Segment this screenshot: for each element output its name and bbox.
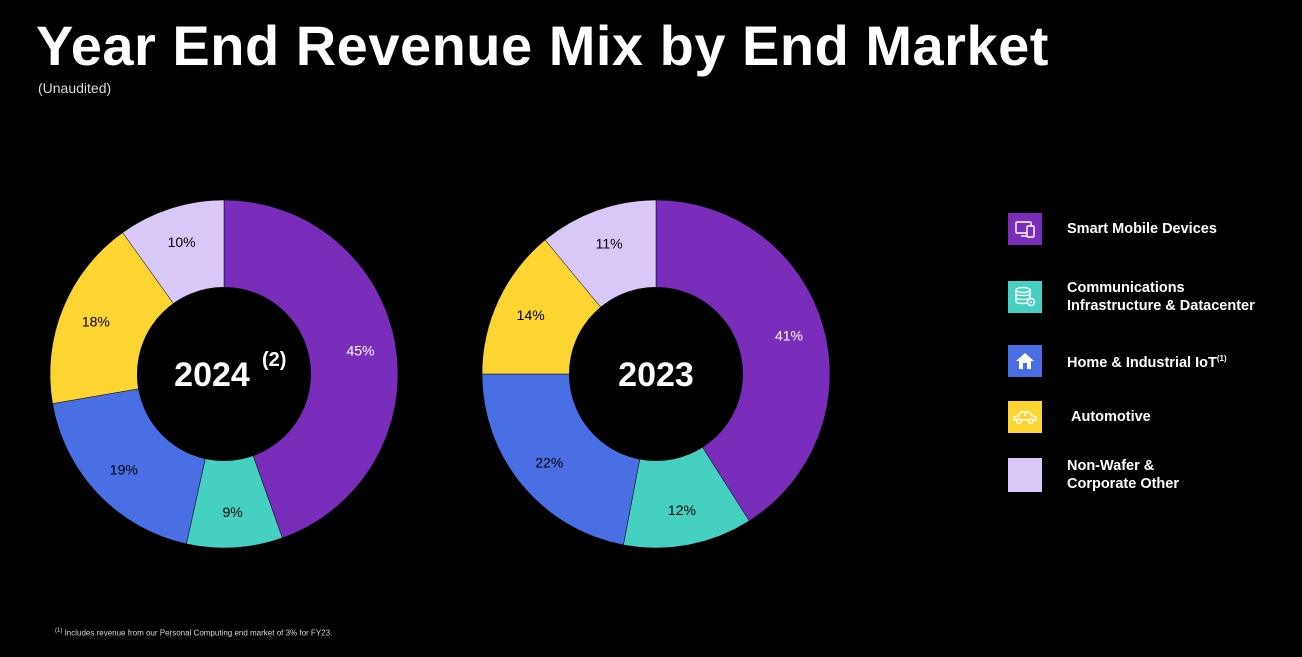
slice-label-comms-datacenter: 12% bbox=[668, 502, 696, 518]
slice-label-home-iot: 22% bbox=[535, 454, 563, 470]
legend-label-line1: Automotive bbox=[1071, 409, 1151, 425]
legend-item-home-industrial-iot: Home & Industrial IoT(1) bbox=[1008, 345, 1227, 377]
home-icon bbox=[1008, 345, 1042, 377]
legend-item-communications-infrastructure: Communications Infrastructure & Datacent… bbox=[1008, 279, 1255, 315]
center-year-footnote: (2) bbox=[262, 349, 286, 371]
donut-hole bbox=[137, 287, 311, 461]
smart-mobile-devices-icon bbox=[1008, 213, 1042, 245]
slice-label-automotive: 14% bbox=[517, 307, 545, 323]
page-subtitle: (Unaudited) bbox=[38, 80, 112, 96]
slice-label-smart-mobile: 41% bbox=[775, 327, 803, 343]
center-year-label: 2024 bbox=[174, 356, 250, 394]
legend-label: Smart Mobile Devices bbox=[1067, 220, 1217, 238]
page-title: Year End Revenue Mix by End Market bbox=[36, 14, 1049, 77]
legend-label: Non-Wafer & Corporate Other bbox=[1067, 457, 1179, 493]
legend-label-line1: Home & Industrial IoT bbox=[1067, 354, 1217, 371]
legend-label-sup: (1) bbox=[1216, 354, 1227, 364]
slice-label-comms-datacenter: 9% bbox=[222, 504, 242, 520]
legend-item-non-wafer-corporate-other: Non-Wafer & Corporate Other bbox=[1008, 457, 1179, 493]
donut-chart-2024: 45% 9% 19% 18% 10% 2024 (2) bbox=[49, 199, 399, 549]
legend-item-automotive: Automotive bbox=[1008, 401, 1151, 433]
non-wafer-swatch bbox=[1008, 458, 1042, 492]
car-icon bbox=[1008, 401, 1042, 433]
donut-hole bbox=[569, 287, 743, 461]
slice-smart-mobile bbox=[223, 199, 399, 539]
legend-label-line1: Smart Mobile Devices bbox=[1067, 221, 1217, 237]
slice-label-automotive: 18% bbox=[82, 313, 110, 329]
legend-label: Automotive bbox=[1071, 408, 1151, 426]
donut-chart-2023: 41% 12% 22% 14% 11% 2023 bbox=[481, 199, 831, 549]
legend-item-smart-mobile-devices: Smart Mobile Devices bbox=[1008, 213, 1217, 245]
footnote: (1) Includes revenue from our Personal C… bbox=[55, 628, 332, 638]
footnote-marker: (1) bbox=[55, 628, 63, 634]
slice-label-smart-mobile: 45% bbox=[346, 342, 374, 358]
slice-label-non-wafer: 10% bbox=[168, 234, 196, 250]
slice-label-home-iot: 19% bbox=[110, 462, 138, 478]
slice-label-non-wafer: 11% bbox=[596, 236, 623, 252]
footnote-text: Includes revenue from our Personal Compu… bbox=[64, 628, 333, 638]
legend-label-line1: Communications bbox=[1067, 280, 1185, 296]
center-year-label: 2023 bbox=[618, 356, 694, 394]
datacenter-icon bbox=[1008, 281, 1042, 313]
legend-label-line1: Non-Wafer & bbox=[1067, 458, 1155, 474]
legend-label: Home & Industrial IoT(1) bbox=[1067, 350, 1227, 372]
slice-comms-datacenter bbox=[186, 373, 283, 549]
legend-label-line2: Infrastructure & Datacenter bbox=[1067, 298, 1255, 314]
legend-label: Communications Infrastructure & Datacent… bbox=[1067, 279, 1255, 315]
legend-label-line2: Corporate Other bbox=[1067, 476, 1179, 492]
